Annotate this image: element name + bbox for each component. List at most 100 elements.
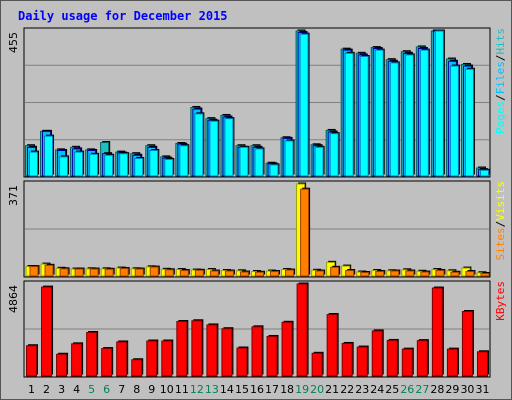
pages-bar (209, 120, 219, 177)
panel-middle: 371 (7, 180, 491, 278)
day-label: 2 (43, 383, 50, 396)
legend-entry: Hits (494, 28, 507, 55)
pages-bar (44, 135, 54, 177)
pages-bar (164, 158, 174, 177)
kbytes-bar (386, 339, 398, 377)
panel-top: 455 (7, 27, 491, 178)
kbytes-bar (431, 287, 443, 377)
kbytes-bar (101, 348, 113, 377)
sites-bar (480, 273, 490, 277)
kbytes-bar (251, 326, 263, 377)
day-axis-labels: 1 2 3 4 5 6 7 8 9 10 11 12 13 14 15 16 17 18 19 20 21 22 23 24 2… (28, 383, 489, 396)
pages-bar (134, 157, 144, 177)
day-label: 13 (205, 383, 219, 396)
kbytes-bar (116, 341, 128, 377)
sites-bar (345, 270, 355, 277)
sites-bar (390, 270, 400, 277)
legend-entry: / (494, 55, 507, 62)
pages-bar (89, 153, 99, 177)
pages-bar (179, 145, 189, 177)
pages-bar (104, 154, 114, 177)
pages-bar (449, 65, 459, 177)
day-label: 29 (445, 383, 459, 396)
day-label: 21 (325, 383, 339, 396)
day-label: 31 (475, 383, 489, 396)
kbytes-bar (266, 335, 278, 377)
legend-entry: Files (494, 61, 507, 94)
day-label: 15 (235, 383, 249, 396)
y-max-label: 455 (7, 32, 20, 53)
kbytes-bar (161, 340, 173, 377)
kbytes-bar (86, 331, 98, 377)
day-label: 26 (400, 383, 414, 396)
pages-bar (299, 33, 309, 177)
day-label: 22 (340, 383, 354, 396)
day-label: 12 (190, 383, 204, 396)
sites-bar (194, 269, 204, 277)
sites-bar (179, 270, 189, 277)
day-label: 23 (355, 383, 369, 396)
day-label: 5 (88, 383, 95, 396)
sites-bar (450, 271, 460, 277)
day-label: 27 (415, 383, 429, 396)
sites-bar (209, 270, 219, 277)
sites-bar (375, 271, 385, 277)
day-label: 11 (175, 383, 189, 396)
pages-bar (344, 52, 354, 177)
kbytes-bar (56, 353, 68, 377)
pages-bar (419, 49, 429, 177)
day-label: 20 (310, 383, 324, 396)
svg-text:KBytes: KBytes (494, 281, 507, 321)
sites-bar (330, 266, 340, 277)
sites-bar (254, 271, 264, 277)
pages-bar (29, 151, 38, 177)
day-label: 30 (460, 383, 474, 396)
pages-bar (314, 146, 324, 177)
kbytes-bar (461, 311, 473, 377)
pages-bar (374, 49, 384, 177)
day-label: 14 (220, 383, 234, 396)
day-label: 7 (118, 383, 125, 396)
kbytes-bar (191, 320, 203, 377)
pages-bar (404, 54, 414, 177)
day-label: 10 (160, 383, 174, 396)
legend-entry: / (494, 221, 507, 228)
legend-entry: Pages (494, 101, 507, 134)
pages-bar (194, 113, 204, 177)
pages-bar (239, 146, 249, 177)
sites-bar (74, 268, 84, 277)
sites-bar (270, 271, 280, 277)
kbytes-bar (476, 351, 488, 377)
sites-bar (134, 268, 144, 277)
kbytes-bar (401, 348, 413, 377)
sites-bar (119, 268, 129, 277)
pages-bar (119, 153, 129, 177)
day-label: 28 (430, 383, 444, 396)
pages-bar (254, 148, 264, 177)
panel-bottom: 4864 (7, 280, 491, 378)
day-label: 19 (295, 383, 309, 396)
day-label: 1 (28, 383, 35, 396)
kbytes-bar (176, 321, 188, 377)
day-label: 17 (265, 383, 279, 396)
sites-bar (89, 268, 99, 277)
day-label: 6 (103, 383, 110, 396)
y-max-label: 4864 (7, 285, 20, 313)
sites-bar (420, 271, 430, 277)
kbytes-bar (371, 330, 383, 377)
day-label: 24 (370, 383, 384, 396)
pages-bar (284, 140, 294, 177)
kbytes-bar (416, 340, 428, 377)
kbytes-bar (356, 346, 368, 377)
sites-bar (104, 268, 114, 277)
kbytes-bar (41, 286, 53, 377)
sites-bar (59, 268, 69, 277)
sites-bar (149, 266, 159, 277)
kbytes-bar (326, 314, 338, 377)
pages-bar (389, 62, 399, 177)
pages-bar (329, 133, 339, 177)
sites-bar (405, 270, 415, 277)
pages-bar (74, 151, 84, 177)
